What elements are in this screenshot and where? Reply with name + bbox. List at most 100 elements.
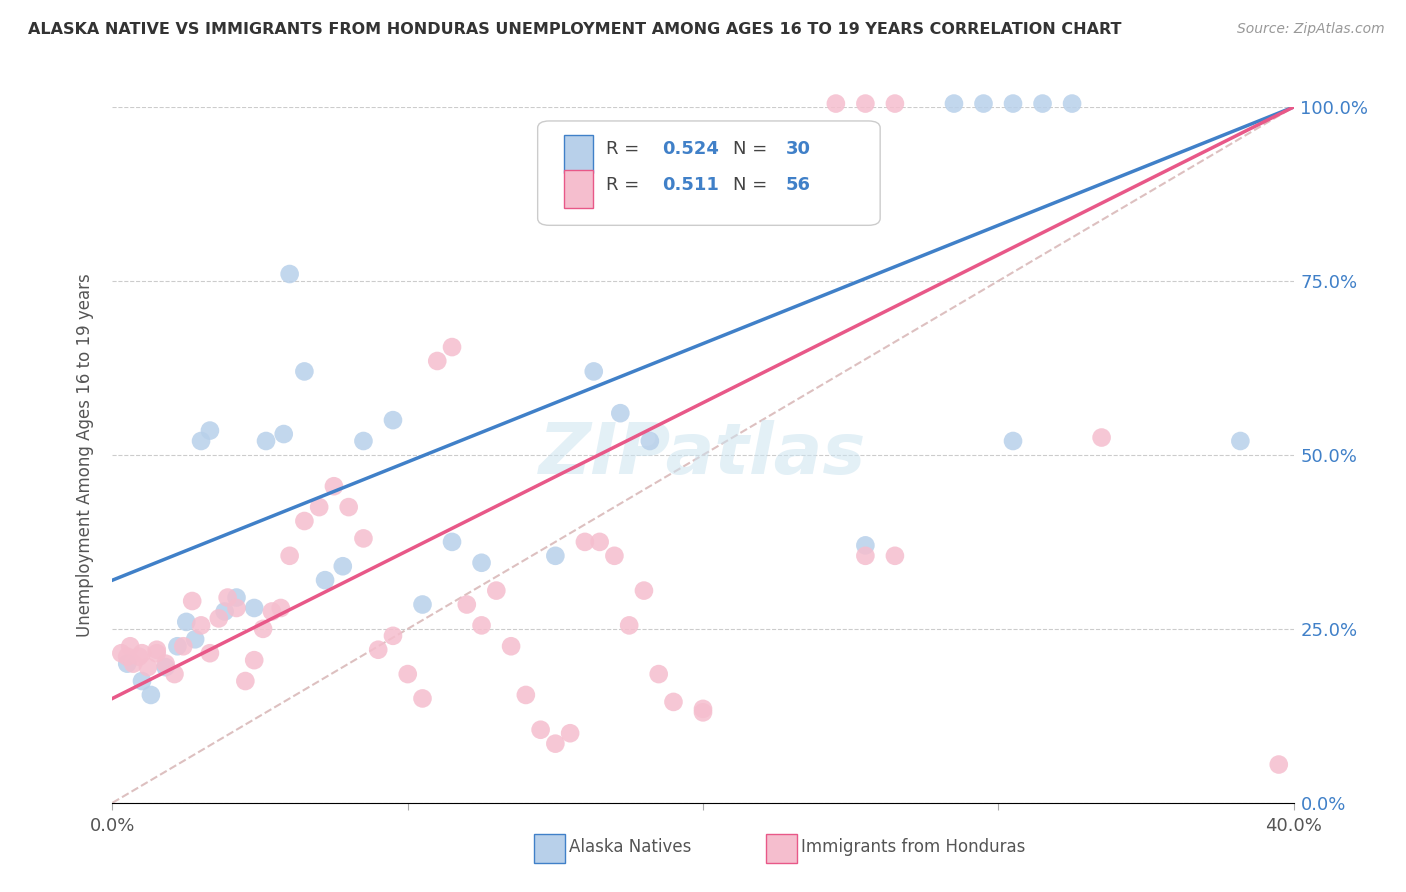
Point — [367, 642, 389, 657]
Point — [110, 646, 132, 660]
Point — [470, 556, 494, 570]
Point — [172, 639, 194, 653]
Point — [314, 573, 336, 587]
Point — [382, 629, 405, 643]
Point — [1062, 96, 1084, 111]
Point — [855, 96, 877, 111]
Point — [662, 695, 685, 709]
Point — [278, 549, 301, 563]
Text: N =: N = — [733, 176, 772, 194]
Point — [426, 354, 449, 368]
Text: N =: N = — [733, 140, 772, 158]
Point — [609, 406, 631, 420]
Point — [332, 559, 354, 574]
Point — [603, 549, 626, 563]
Point — [855, 549, 877, 563]
Point — [973, 96, 995, 111]
Point — [574, 535, 596, 549]
Point — [155, 660, 177, 674]
Point — [292, 364, 315, 378]
Point — [544, 549, 567, 563]
Point — [136, 660, 159, 674]
Text: 0.524: 0.524 — [662, 140, 718, 158]
Point — [515, 688, 537, 702]
Point — [692, 706, 714, 720]
Point — [692, 702, 714, 716]
Point — [884, 549, 907, 563]
Point — [456, 598, 478, 612]
Point — [411, 691, 433, 706]
Point — [942, 96, 965, 111]
Text: R =: R = — [606, 176, 645, 194]
Point — [252, 622, 274, 636]
Point — [619, 618, 641, 632]
Text: Immigrants from Honduras: Immigrants from Honduras — [801, 838, 1026, 855]
FancyBboxPatch shape — [564, 135, 593, 173]
Point — [254, 434, 277, 448]
Point — [382, 413, 405, 427]
Point — [273, 427, 295, 442]
Point — [485, 583, 508, 598]
Point — [155, 657, 177, 671]
Point — [308, 500, 330, 514]
Point — [588, 535, 610, 549]
Point — [1001, 434, 1024, 448]
Point — [243, 601, 266, 615]
Point — [824, 96, 846, 111]
Point — [128, 649, 150, 664]
Point — [411, 598, 433, 612]
Point — [225, 601, 247, 615]
Point — [582, 364, 605, 378]
Point — [1229, 434, 1251, 448]
Point — [243, 653, 266, 667]
Point — [270, 601, 292, 615]
FancyBboxPatch shape — [564, 169, 593, 208]
Point — [260, 605, 283, 619]
Point — [139, 688, 162, 702]
Point — [352, 434, 374, 448]
Point — [181, 594, 204, 608]
Point — [855, 538, 877, 552]
Point — [544, 737, 567, 751]
Point — [117, 657, 138, 671]
Point — [633, 583, 655, 598]
Point — [1268, 757, 1291, 772]
Point — [174, 615, 197, 629]
Point — [146, 642, 169, 657]
Point — [198, 646, 221, 660]
Text: 30: 30 — [786, 140, 811, 158]
Point — [470, 618, 494, 632]
Point — [120, 639, 142, 653]
Point — [214, 605, 236, 619]
Point — [501, 639, 523, 653]
Point — [190, 618, 212, 632]
Point — [117, 649, 138, 664]
Text: ALASKA NATIVE VS IMMIGRANTS FROM HONDURAS UNEMPLOYMENT AMONG AGES 16 TO 19 YEARS: ALASKA NATIVE VS IMMIGRANTS FROM HONDURA… — [28, 22, 1122, 37]
Text: Alaska Natives: Alaska Natives — [569, 838, 692, 855]
Text: Source: ZipAtlas.com: Source: ZipAtlas.com — [1237, 22, 1385, 37]
Point — [208, 611, 231, 625]
Point — [638, 434, 661, 448]
Point — [163, 667, 186, 681]
Point — [352, 532, 374, 546]
Point — [323, 479, 346, 493]
Text: ZIPatlas: ZIPatlas — [540, 420, 866, 490]
Text: 56: 56 — [786, 176, 811, 194]
Point — [292, 514, 315, 528]
Point — [131, 646, 153, 660]
Point — [558, 726, 582, 740]
FancyBboxPatch shape — [537, 121, 880, 226]
Point — [166, 639, 188, 653]
Point — [225, 591, 247, 605]
Point — [122, 657, 145, 671]
Point — [233, 674, 256, 689]
Y-axis label: Unemployment Among Ages 16 to 19 years: Unemployment Among Ages 16 to 19 years — [76, 273, 94, 637]
Point — [647, 667, 671, 681]
Point — [441, 535, 464, 549]
Point — [337, 500, 360, 514]
Point — [441, 340, 464, 354]
Point — [184, 632, 207, 647]
Point — [1091, 431, 1114, 445]
Point — [198, 424, 221, 438]
Point — [1001, 96, 1024, 111]
